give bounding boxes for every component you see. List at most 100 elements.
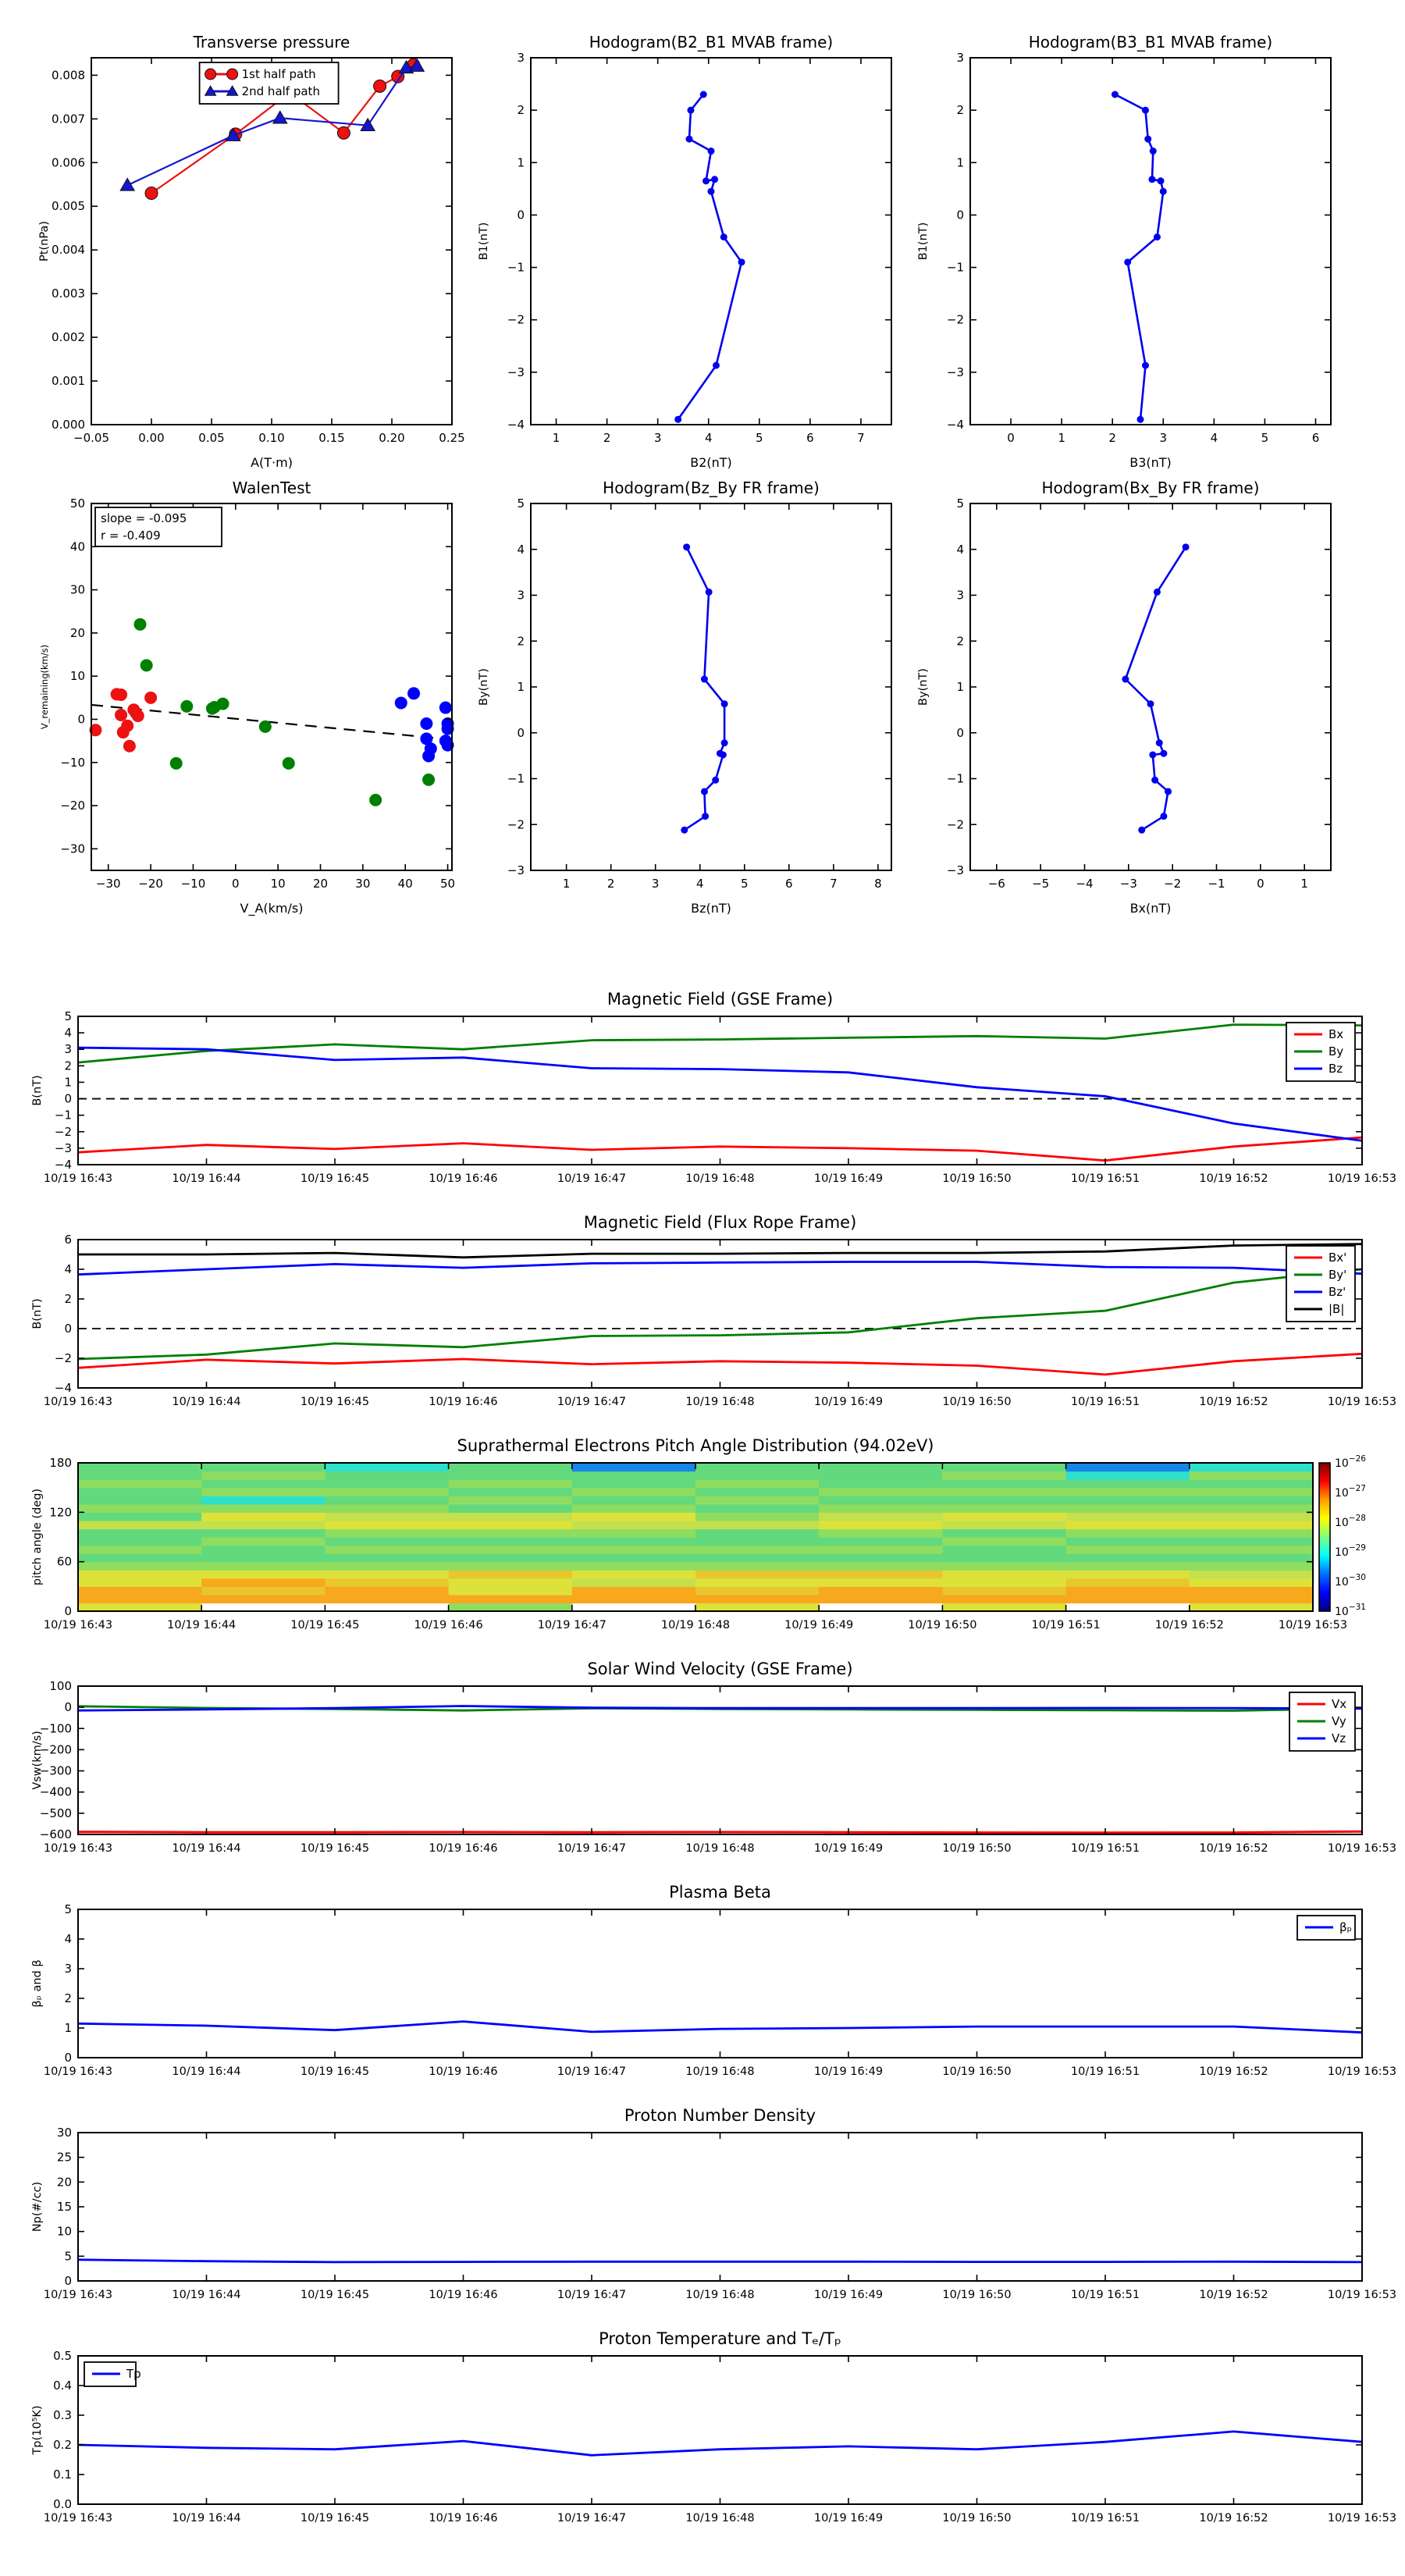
y-tick-label: 25 bbox=[57, 2151, 72, 2165]
y-axis-label: βₚ and β bbox=[31, 1959, 44, 2007]
x-axis-label: A(T·m) bbox=[251, 455, 293, 470]
heatmap-cell bbox=[1065, 1578, 1190, 1587]
heatmap-cell bbox=[448, 1570, 573, 1579]
legend-label: 2nd half path bbox=[242, 84, 320, 98]
x-tick-label: 10/19 16:43 bbox=[44, 1396, 112, 1408]
x-tick-label: 10/19 16:52 bbox=[1199, 2289, 1268, 2301]
heatmap-cell bbox=[571, 1553, 696, 1563]
x-tick-label: 10/19 16:44 bbox=[172, 2065, 240, 2078]
marker-1st half path bbox=[373, 79, 387, 93]
heatmap-cell bbox=[942, 1512, 1067, 1521]
series-Tp bbox=[77, 2430, 1363, 2457]
legend-marker bbox=[226, 84, 239, 96]
x-tick-label: 10/19 16:46 bbox=[429, 1396, 497, 1408]
annotation-text: r = -0.409 bbox=[101, 528, 161, 543]
heatmap-cell bbox=[942, 1537, 1067, 1546]
panel-title: Hodogram(B2_B1 MVAB frame) bbox=[589, 33, 834, 52]
x-tick-label: 10/19 16:50 bbox=[942, 2512, 1011, 2524]
y-tick-label: 2 bbox=[64, 1991, 72, 2005]
x-tick-label: 10/19 16:53 bbox=[1328, 1172, 1396, 1185]
panel-title: WalenTest bbox=[232, 479, 311, 497]
panel-title: Transverse pressure bbox=[193, 33, 350, 52]
y-tick-label: −1 bbox=[947, 261, 964, 275]
y-tick-label: 0.000 bbox=[52, 418, 85, 432]
heatmap-cell bbox=[571, 1463, 696, 1472]
heatmap-cell bbox=[78, 1561, 202, 1571]
x-tick-label: 10/19 16:44 bbox=[172, 2289, 240, 2301]
y-tick-label: −1 bbox=[507, 772, 525, 786]
legend-label: By' bbox=[1329, 1268, 1346, 1282]
marker-2nd half path bbox=[225, 127, 241, 141]
x-tick-label: 10/19 16:48 bbox=[685, 1842, 754, 1855]
heatmap-cell bbox=[1065, 1520, 1190, 1530]
x-tick-label: 10/19 16:46 bbox=[429, 2289, 497, 2301]
panel-title: Plasma Beta bbox=[669, 1883, 771, 1902]
legend-label: Tp bbox=[126, 2367, 141, 2381]
heatmap-cell bbox=[78, 1594, 202, 1604]
heatmap-cell bbox=[325, 1512, 450, 1521]
heatmap-cell bbox=[942, 1479, 1067, 1489]
x-tick-label: 0 bbox=[1257, 877, 1264, 891]
marker-B3-B1 path bbox=[1141, 106, 1149, 114]
x-tick-label: 0.20 bbox=[379, 431, 404, 445]
heatmap-cell bbox=[695, 1520, 820, 1530]
heatmap-cell bbox=[942, 1463, 1067, 1472]
heatmap-cell bbox=[201, 1586, 325, 1596]
heatmap-cell bbox=[942, 1561, 1067, 1571]
series-Np bbox=[77, 2258, 1363, 2264]
y-tick-label: 120 bbox=[49, 1505, 72, 1519]
hodogram-bx-by-chart: −6 −5 −4 −3 −2 −1 0 1 −3 −2 −1 0 1 2 3 4 5 Bx(nT) By(nT) bbox=[917, 496, 1332, 916]
panel-title: Hodogram(B3_B1 MVAB frame) bbox=[1028, 33, 1273, 52]
x-tick-label: 10/19 16:43 bbox=[44, 1172, 112, 1185]
y-tick-label: −3 bbox=[947, 863, 964, 877]
heatmap-cell bbox=[942, 1553, 1067, 1563]
marker-Bx-By path bbox=[1165, 788, 1172, 795]
heatmap-cell bbox=[78, 1479, 202, 1489]
marker-Bz-By path bbox=[705, 588, 713, 596]
heatmap-cell bbox=[819, 1463, 943, 1472]
x-tick-label: 10/19 16:49 bbox=[814, 1842, 883, 1855]
x-tick-label: 10/19 16:48 bbox=[685, 2289, 754, 2301]
heatmap-cell bbox=[325, 1545, 450, 1554]
marker-second-half points bbox=[420, 732, 433, 745]
x-tick-label: 10/19 16:45 bbox=[301, 2289, 369, 2301]
y-tick-label: 2 bbox=[517, 103, 525, 117]
y-axis-label: Np(#/cc) bbox=[31, 2182, 44, 2232]
y-tick-label: 40 bbox=[70, 539, 85, 553]
heatmap-cell bbox=[1065, 1528, 1190, 1538]
heatmap-cell bbox=[1065, 1561, 1190, 1571]
heatmap-cell bbox=[78, 1553, 202, 1563]
y-tick-label: −1 bbox=[507, 261, 525, 275]
legend-marker bbox=[204, 84, 217, 96]
heatmap-cell bbox=[448, 1520, 573, 1530]
heatmap-cell bbox=[78, 1520, 202, 1530]
heatmap-cell bbox=[1065, 1553, 1190, 1563]
marker-2nd half path bbox=[360, 117, 376, 131]
heatmap-cell bbox=[1189, 1545, 1314, 1554]
x-tick-label: −5 bbox=[1032, 877, 1049, 891]
x-tick-label: −4 bbox=[1076, 877, 1093, 891]
heatmap-cell bbox=[1065, 1594, 1190, 1604]
heatmap-cell bbox=[448, 1471, 573, 1480]
x-tick-label: 10/19 16:45 bbox=[301, 1396, 369, 1408]
x-tick-label: 0.05 bbox=[198, 431, 224, 445]
x-tick-label: 10/19 16:46 bbox=[414, 1619, 483, 1631]
marker-B2-B1 path bbox=[713, 361, 720, 369]
y-tick-label: 0.1 bbox=[53, 2467, 72, 2482]
x-tick-label: 6 bbox=[1312, 431, 1320, 445]
x-axis-label: B3(nT) bbox=[1129, 455, 1172, 470]
marker-Bx-By path bbox=[1160, 749, 1168, 757]
x-tick-label: 4 bbox=[705, 431, 713, 445]
heatmap-cell bbox=[448, 1586, 573, 1596]
heatmap-cell bbox=[819, 1520, 943, 1530]
marker-first-half points bbox=[123, 739, 136, 753]
heatmap-cell bbox=[571, 1471, 696, 1480]
x-tick-label: −1 bbox=[1208, 877, 1225, 891]
panel-hodogram-b2-b1: Hodogram(B2_B1 MVAB frame) 1 2 3 4 5 6 7 −4 −3 −2… bbox=[468, 23, 909, 472]
legend-box bbox=[198, 62, 340, 105]
x-tick-label: 10/19 16:44 bbox=[172, 2512, 240, 2524]
panel-title: Hodogram(Bz_By FR frame) bbox=[603, 479, 820, 497]
heatmap-cell bbox=[571, 1512, 696, 1521]
heatmap-cell bbox=[78, 1471, 202, 1480]
